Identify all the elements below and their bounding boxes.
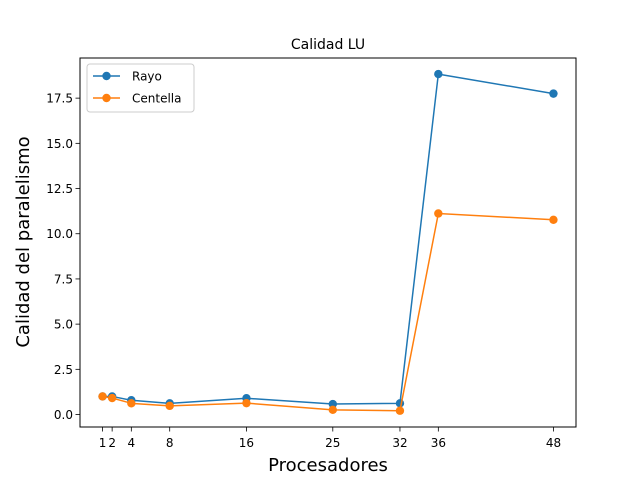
- data-point-rayo-25: [328, 399, 337, 409]
- x-tick-label: 16: [239, 436, 254, 450]
- x-axis-label: Procesadores: [268, 455, 388, 476]
- data-point-centella-36: [434, 209, 443, 218]
- data-point-rayo-36: [434, 69, 443, 79]
- series-layer: [98, 69, 558, 415]
- y-axis: 0.0 2.5 5.0 7.5 10.0 12.5 15.0 17.5: [46, 92, 80, 422]
- data-point-rayo-32: [395, 399, 405, 408]
- plot-frame: [79, 57, 577, 428]
- x-tick-label: 36: [431, 436, 446, 450]
- legend-label-centella: Centella: [132, 92, 181, 106]
- legend-marker-centella: [102, 93, 111, 103]
- y-tick-label: 17.5: [46, 92, 73, 106]
- data-point-centella-48: [549, 215, 558, 225]
- data-point-centella-4: [127, 399, 136, 408]
- x-tick-label: 1: [99, 436, 107, 450]
- y-tick-label: 15.0: [46, 137, 73, 151]
- x-axis: 1 2 4 8 16 25 32 36 48: [99, 427, 561, 450]
- y-tick-label: 7.5: [54, 272, 73, 286]
- y-tick-label: 0.0: [54, 408, 73, 422]
- data-point-centella-1: [98, 392, 107, 401]
- legend-label-rayo: Rayo: [132, 70, 162, 84]
- data-point-rayo-48: [549, 89, 558, 98]
- x-tick-label: 8: [166, 436, 174, 450]
- x-tick-label: 25: [325, 436, 340, 450]
- y-tick-label: 5.0: [54, 318, 73, 332]
- y-tick-label: 2.5: [54, 363, 73, 377]
- legend: Rayo Centella: [86, 63, 195, 113]
- data-point-centella-25: [328, 405, 337, 415]
- y-tick-label: 12.5: [46, 182, 73, 196]
- legend-marker-rayo: [102, 71, 111, 81]
- data-point-centella-16: [242, 398, 251, 408]
- x-tick-label: 2: [108, 436, 116, 450]
- x-tick-label: 4: [128, 436, 136, 450]
- data-point-centella-2: [107, 393, 117, 403]
- chart-title: Calidad LU: [291, 37, 365, 53]
- data-point-centella-32: [395, 406, 405, 415]
- x-tick-label: 32: [392, 436, 407, 450]
- y-axis-label: Calidad del paralelismo: [13, 136, 34, 347]
- data-point-centella-8: [165, 401, 174, 411]
- y-tick-label: 10.0: [46, 227, 73, 241]
- x-tick-label: 48: [546, 436, 561, 450]
